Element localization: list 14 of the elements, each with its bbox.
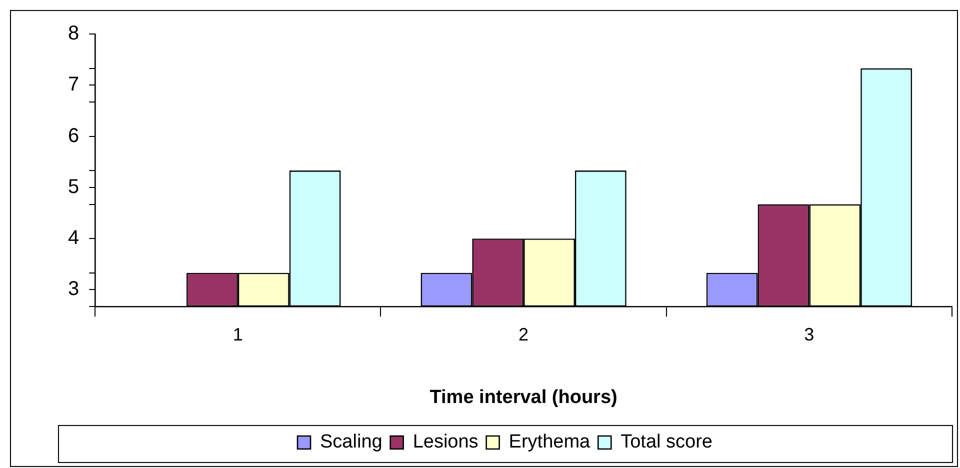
legend-label: Lesions (412, 432, 478, 453)
x-tick-label: 2 (518, 324, 529, 344)
y-tick-label: 7 (68, 74, 80, 96)
legend-label: Scaling (320, 432, 382, 453)
legend-label: Erythema (508, 432, 591, 453)
y-tick-label: 8 (68, 22, 80, 45)
x-axis-title: Time interval (hours) (430, 386, 618, 408)
x-tick-label: 1 (232, 324, 243, 344)
y-tick-label: 5 (68, 176, 80, 198)
y-tick-label: 6 (68, 124, 80, 147)
y-tick-label: 3 (68, 278, 80, 300)
x-tick-label: 3 (804, 324, 814, 344)
y-tick-label: 4 (68, 227, 80, 250)
legend-label: Total score (620, 432, 712, 453)
